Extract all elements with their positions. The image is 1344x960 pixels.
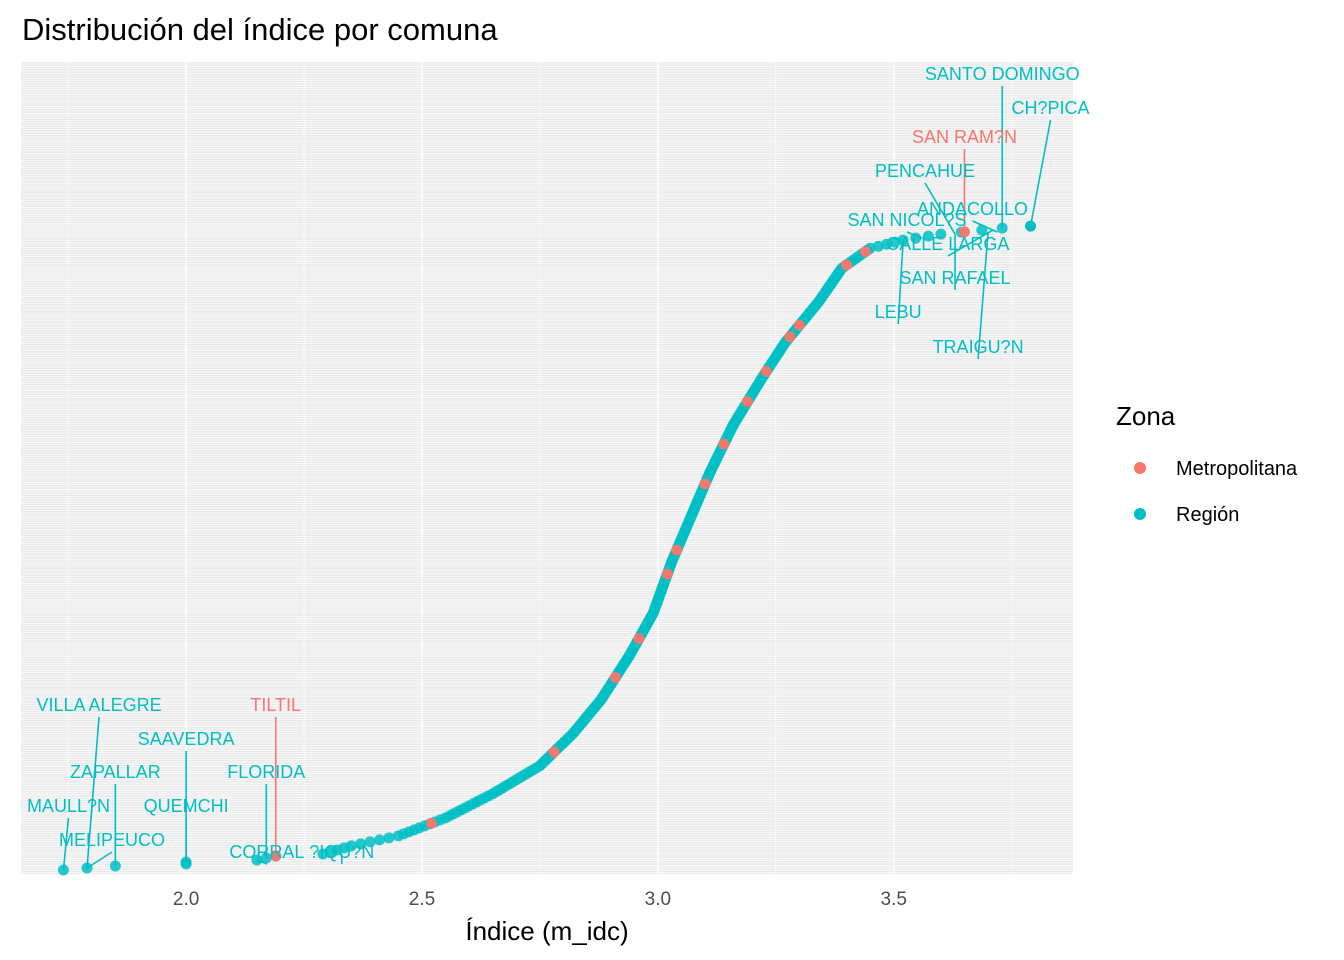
label-leader-line [924, 182, 956, 235]
point-label: PENCAHUE [875, 161, 975, 181]
label-leader-line [897, 240, 904, 325]
data-point-metropolitana [661, 568, 673, 580]
label-leader-line [977, 232, 989, 360]
data-point [935, 228, 947, 240]
data-point-metropolitana [859, 246, 871, 258]
data-point [355, 838, 367, 850]
data-point [872, 240, 884, 252]
data-point [881, 238, 893, 250]
legend-label-metropolitana: Metropolitana [1176, 458, 1298, 480]
point-label: SAN NICOL?S [848, 210, 967, 230]
data-point [976, 224, 988, 236]
point-label: QUEMCHI [144, 796, 229, 816]
label-leader-line [972, 220, 998, 233]
x-axis-ticks: 2.0 2.5 3.0 3.5 [173, 889, 907, 910]
data-point-metropolitana [741, 396, 753, 408]
data-point-metropolitana [609, 671, 621, 683]
data-point [889, 236, 901, 248]
data-point [364, 836, 376, 848]
x-axis-title: Índice (m_idc) [465, 916, 628, 946]
x-tick-label: 3.5 [881, 889, 907, 910]
legend-label-region: Región [1176, 504, 1239, 526]
x-tick-label: 3.0 [645, 889, 671, 910]
x-tick-label: 2.0 [173, 889, 199, 910]
chart-title: Distribución del índice por comuna [22, 12, 498, 47]
point-label: MAULL?N [27, 796, 110, 816]
point-label: SAAVEDRA [138, 729, 235, 749]
legend-title: Zona [1116, 401, 1176, 431]
points [57, 220, 1037, 876]
legend-key-region [1134, 508, 1146, 520]
point-label: CH?PICA [1012, 98, 1090, 118]
data-point-metropolitana [760, 365, 772, 377]
point-label: SAN RAFAEL [900, 268, 1011, 288]
point-label: ANDACOLLO [917, 199, 1028, 219]
data-point-metropolitana [784, 331, 796, 343]
point-label: LEBU [875, 302, 922, 322]
data-point-metropolitana [793, 319, 805, 331]
data-point [345, 840, 357, 852]
grid [21, 62, 1073, 874]
legend-key-metropolitana [1134, 462, 1146, 474]
label-leader-line [86, 716, 100, 869]
data-point-metropolitana [718, 438, 730, 450]
point-label: ?IQU?N [309, 842, 374, 862]
point-label: CALLE LARGA [886, 234, 1009, 254]
data-point [910, 232, 922, 244]
point-label: ZAPALLAR [70, 762, 161, 782]
point-label: SANTO DOMINGO [925, 64, 1080, 84]
legend: Zona Metropolitana Región [1116, 401, 1298, 526]
label-leader-line [1029, 119, 1052, 227]
label-leader-line [62, 817, 70, 871]
point-label: CORRAL [229, 842, 304, 862]
data-point-metropolitana [699, 478, 711, 490]
data-point-metropolitana [548, 746, 560, 758]
point-label: VILLA ALEGRE [37, 695, 162, 715]
point-labels: SANTO DOMINGO CH?PICA SAN RAM?N PENCAHUE AND… [27, 64, 1090, 871]
data-point-metropolitana [425, 817, 437, 829]
data-point [922, 230, 934, 242]
data-point-metropolitana [841, 259, 853, 271]
x-tick-label: 2.5 [409, 889, 435, 910]
label-leader-line [86, 851, 113, 869]
data-point [383, 832, 395, 844]
label-leader-line [256, 859, 268, 865]
point-label: TILTIL [250, 695, 301, 715]
data-point-metropolitana [671, 544, 683, 556]
point-label: SAN RAM?N [912, 127, 1017, 147]
data-point [374, 834, 386, 846]
data-point-metropolitana [633, 633, 645, 645]
point-label: FLORIDA [227, 762, 305, 782]
point-label: MELIPEUCO [59, 830, 165, 850]
point-label: TRAIGU?N [933, 337, 1024, 357]
label-leader-line [906, 231, 923, 239]
